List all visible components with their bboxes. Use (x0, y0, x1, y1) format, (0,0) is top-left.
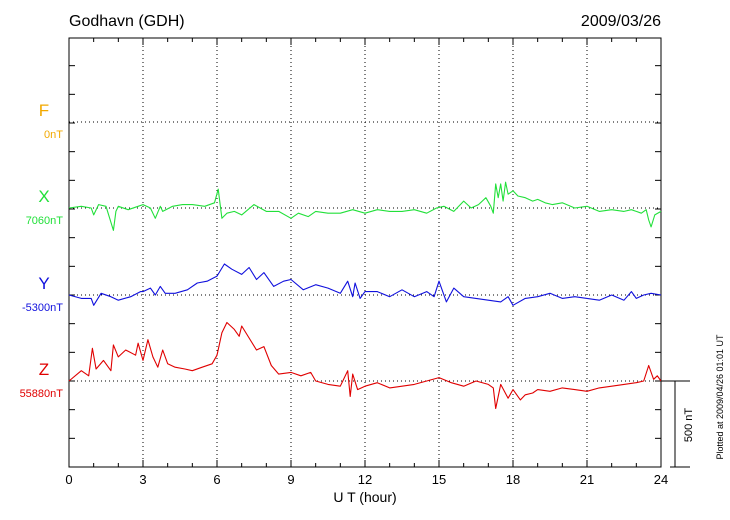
channel-name-f: F (39, 101, 49, 120)
x-tick-label: 15 (432, 472, 446, 487)
traces (68, 181, 662, 410)
channel-baseline-z: 55880nT (20, 388, 64, 400)
channel-name-z: Z (39, 360, 49, 379)
x-tick-labels: 0 3 6 9 12 15 18 21 24 (65, 472, 668, 487)
x-tick-label: 18 (506, 472, 520, 487)
date-label: 2009/03/26 (581, 13, 661, 30)
trace-z (68, 321, 662, 410)
x-tick-label: 6 (213, 472, 220, 487)
x-tick-label: 3 (139, 472, 146, 487)
station-title: Godhavn (GDH) (69, 13, 185, 30)
scale-bar-label: 500 nT (683, 408, 695, 443)
scale-bar: 500 nT (661, 380, 695, 468)
channel-baseline-x: 7060nT (26, 215, 64, 227)
grid-lines (69, 38, 661, 467)
x-tick-label: 0 (65, 472, 72, 487)
x-tick-label: 21 (580, 472, 594, 487)
plotted-note: Plotted at 2009/04/26 01:01 UT (715, 334, 725, 460)
channel-name-x: X (38, 187, 49, 206)
x-tick-label: 12 (358, 472, 372, 487)
channel-labels: F 0nT X 7060nT Y -5300nT Z 55880nT (20, 101, 64, 400)
channel-baseline-f: 0nT (44, 129, 63, 141)
x-axis-label: U T (hour) (333, 489, 396, 505)
x-tick-label: 9 (287, 472, 294, 487)
channel-name-y: Y (38, 274, 49, 293)
channel-baseline-y: -5300nT (22, 302, 63, 314)
x-tick-label: 24 (654, 472, 668, 487)
trace-x (68, 181, 662, 231)
axis-ticks (68, 38, 662, 468)
trace-y (68, 263, 662, 306)
